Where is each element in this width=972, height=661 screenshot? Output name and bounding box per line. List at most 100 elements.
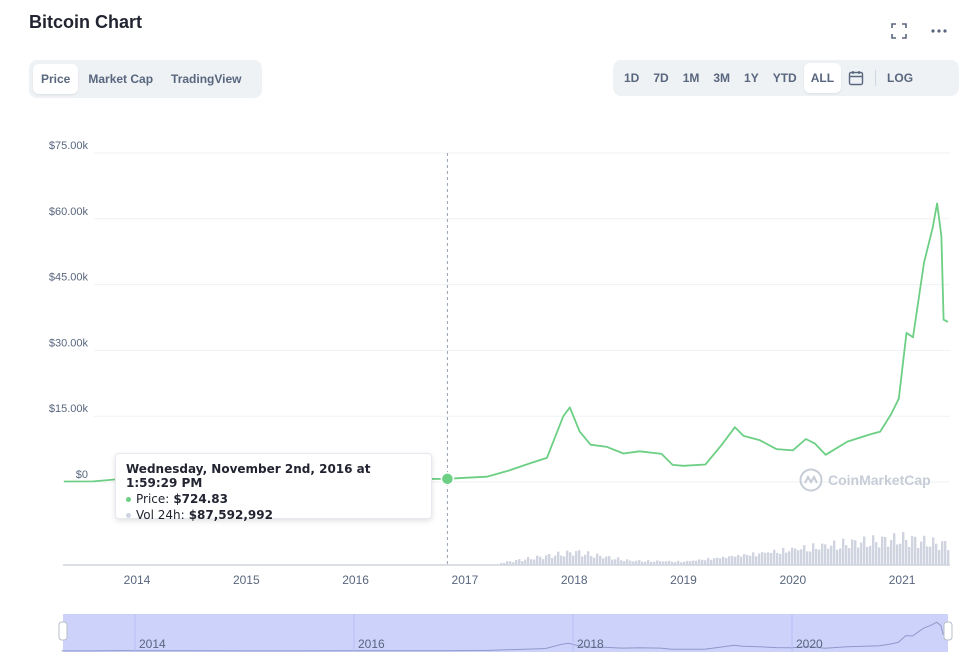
volume-bar <box>818 549 821 565</box>
volume-bar <box>734 556 737 565</box>
volume-bar <box>587 551 590 565</box>
volume-bar <box>713 558 716 565</box>
range-3m-button[interactable]: 3M <box>713 71 731 85</box>
volume-bar <box>836 549 839 565</box>
volume-bar <box>740 556 743 565</box>
log-scale-toggle[interactable]: LOG <box>887 71 914 85</box>
volume-bar <box>524 559 527 565</box>
volume-bar <box>782 547 785 565</box>
volume-bar <box>671 561 674 565</box>
range-1d-button[interactable]: 1D <box>624 71 640 85</box>
price-legend-dot <box>126 496 131 502</box>
volume-bar <box>620 560 623 565</box>
range-7d-button[interactable]: 7D <box>653 71 669 85</box>
navigator-left-handle[interactable] <box>58 621 68 641</box>
volume-bar <box>632 561 635 565</box>
volume-bar <box>677 560 680 565</box>
volume-bar <box>722 556 725 565</box>
volume-bar <box>746 554 749 565</box>
navigator-right-handle[interactable] <box>943 621 953 641</box>
volume-bar <box>761 552 764 565</box>
y-tick-label: $15.00k <box>49 403 89 415</box>
price-line <box>63 202 949 483</box>
volume-bar <box>674 562 677 565</box>
volume-bar <box>929 546 932 565</box>
volume-bar <box>842 538 845 565</box>
tab-tradingview[interactable]: TradingView <box>171 72 242 86</box>
volume-bar <box>899 543 902 565</box>
volume-bar <box>920 541 923 565</box>
x-tick-label: 2019 <box>670 573 697 587</box>
tab-market-cap[interactable]: Market Cap <box>88 72 154 86</box>
volume-bar <box>737 554 740 565</box>
y-tick-label: $60.00k <box>49 206 89 218</box>
volume-bar <box>764 552 767 565</box>
volume-bar <box>776 552 779 565</box>
range-all-button[interactable]: ALL <box>803 63 842 93</box>
volume-bar <box>644 561 647 565</box>
volume-bar <box>716 557 719 565</box>
volume-bar <box>575 551 578 565</box>
volume-bar <box>701 559 704 565</box>
calendar-icon[interactable] <box>841 63 871 93</box>
volume-bar <box>887 546 890 565</box>
volume-bar <box>863 536 866 565</box>
volume-bar <box>668 560 671 565</box>
volume-bar <box>563 556 566 565</box>
volume-bar <box>647 560 650 565</box>
range-1m-button[interactable]: 1M <box>682 71 700 85</box>
volume-bar <box>650 561 653 565</box>
volume-bar <box>581 556 584 565</box>
coinmarketcap-logo-icon <box>799 468 823 492</box>
tooltip-price-value: $724.83 <box>173 492 228 506</box>
volume-bar <box>839 548 842 565</box>
more-options-icon[interactable] <box>928 20 950 42</box>
volume-bar <box>755 556 758 565</box>
volume-bar <box>626 559 629 565</box>
range-1y-button[interactable]: 1Y <box>744 71 759 85</box>
tooltip-volume-label: Vol 24h: <box>136 508 185 522</box>
volume-bar <box>695 560 698 565</box>
volume-bar <box>653 561 656 565</box>
volume-bar <box>689 561 692 565</box>
volume-bar <box>785 552 788 565</box>
volume-bar <box>680 562 683 565</box>
volume-bar <box>698 559 701 565</box>
volume-bar <box>596 553 599 565</box>
x-tick-label: 2021 <box>889 573 916 587</box>
fullscreen-icon[interactable] <box>888 20 910 42</box>
volume-bar <box>860 542 863 565</box>
volume-bar <box>884 536 887 565</box>
volume-bar <box>794 548 797 565</box>
volume-bar <box>548 553 551 565</box>
volume-bar <box>707 558 710 565</box>
volume-bar <box>812 543 815 565</box>
volume-bar <box>803 545 806 565</box>
volume-bar <box>821 543 824 565</box>
volume-bar <box>743 554 746 565</box>
volume-bar <box>905 539 908 565</box>
volume-bar <box>539 556 542 565</box>
volume-bar <box>530 559 533 565</box>
volume-bar <box>692 560 695 565</box>
volume-bar <box>875 542 878 565</box>
range-ytd-button[interactable]: YTD <box>772 71 797 85</box>
volume-bar <box>767 552 770 565</box>
volume-bar <box>515 560 518 565</box>
volume-bar <box>725 558 728 565</box>
volume-bar <box>848 548 851 565</box>
volume-bar <box>911 536 914 565</box>
tooltip-volume-row: Vol 24h: $87,592,992 <box>126 508 421 522</box>
volume-bar <box>662 561 665 565</box>
tab-price[interactable]: Price <box>33 64 79 94</box>
volume-bar <box>788 551 791 565</box>
volume-bar <box>551 557 554 565</box>
volume-bar <box>593 557 596 565</box>
volume-bar <box>590 556 593 565</box>
volume-bar <box>560 555 563 565</box>
tooltip-price-row: Price: $724.83 <box>126 492 421 506</box>
volume-bar <box>749 555 752 565</box>
volume-bar <box>857 547 860 565</box>
navigator-line <box>61 621 946 652</box>
